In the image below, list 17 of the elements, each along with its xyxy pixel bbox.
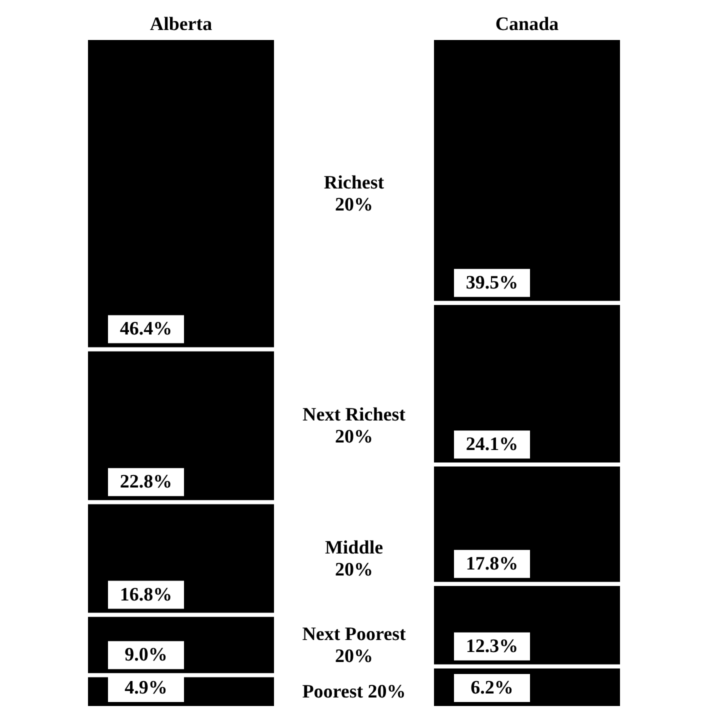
data-label: 6.2% (470, 678, 514, 698)
text: Middle 20% (324, 537, 384, 580)
series-label: Next Richest 20% (302, 404, 406, 448)
data-label: 24.1% (466, 434, 518, 456)
data-label: 46.4% (120, 318, 172, 340)
data-label: 16.8% (120, 584, 172, 606)
text: Richest 20% (324, 172, 385, 216)
data-label: 17.8% (466, 553, 518, 574)
x-tick-label: Canada (495, 14, 560, 35)
data-label: 4.9% (124, 678, 168, 698)
series-label: Next Poorest 20% (302, 624, 406, 667)
data-label: 39.5% (466, 272, 518, 294)
data-label: 12.3% (466, 636, 518, 657)
x-tick-label: Alberta (150, 14, 213, 35)
data-label: 22.8% (120, 472, 172, 493)
data-label: 9.0% (124, 644, 168, 666)
series-label: Poorest 20% (302, 682, 406, 703)
